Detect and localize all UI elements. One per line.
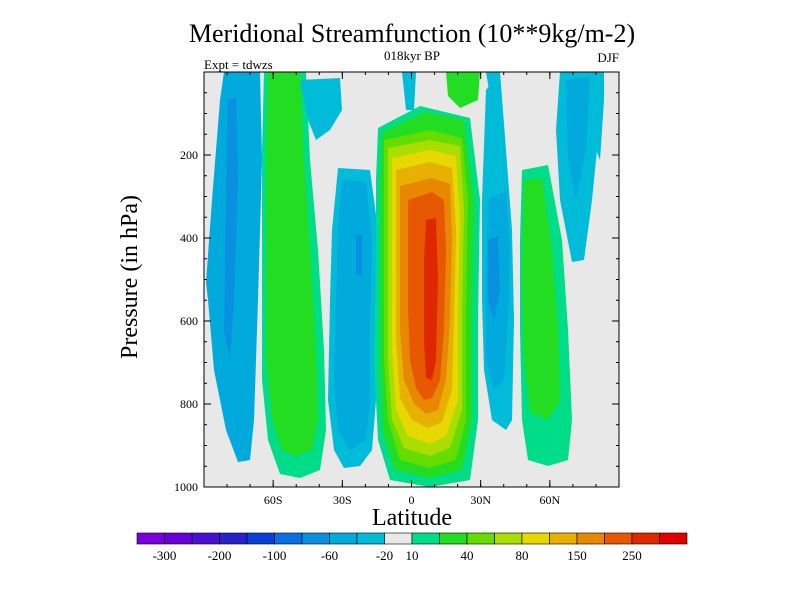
colorbar-box-14 [521,532,550,545]
chart-subtitle-center: 018kyr BP [384,48,440,63]
y-axis-title: Pressure (in hPa) [117,195,143,359]
colorbar-box-2 [191,532,220,545]
y-tick-label-4: 1000 [174,480,198,494]
x-axis: 60S 30S 0 30N 60N [264,72,560,507]
chart-subtitle-right: DJF [597,50,619,65]
colorbar-label-4: -20 [376,548,393,563]
colorbar-box-3 [219,532,248,545]
contour-n-polar-inner [566,76,590,200]
colorbar-label-3: -60 [321,548,338,563]
x-tick-label-1: 30S [333,493,352,507]
colorbar-box-13 [494,532,523,545]
minor-ticks [203,71,620,488]
colorbar: -300 -200 -100 -60 -20 10 40 80 150 250 [136,532,688,563]
colorbar-box-17 [604,532,633,545]
contour-s-subtrop-mid [334,180,372,450]
contour-top-sliver [402,72,416,110]
x-tick-label-2: 0 [409,493,415,507]
contour-n-mid-inner [488,236,500,320]
colorbar-box-0 [136,532,165,545]
colorbar-label-1: -200 [208,548,232,563]
colorbar-box-9 [384,532,413,545]
contour-s-ferrel-shoulder [300,78,342,140]
y-tick-label-0: 200 [180,148,198,162]
contour-top-sliver-green [446,72,480,108]
colorbar-box-7 [329,532,358,545]
chart-subtitle-left: Expt = tdwzs [204,57,273,72]
colorbar-box-19 [659,532,688,545]
colorbar-label-0: -300 [153,548,177,563]
colorbar-box-10 [411,532,440,545]
y-tick-label-3: 800 [180,397,198,411]
contour-n-subtrop-inner [522,178,560,420]
colorbar-label-6: 40 [461,548,474,563]
colorbar-box-6 [301,532,330,545]
contour-s-polar-inner [224,98,238,360]
colorbar-label-2: -100 [263,548,287,563]
colorbar-box-18 [631,532,660,545]
contour-n-top-outer [486,72,500,96]
colorbar-box-5 [274,532,303,545]
colorbar-box-11 [439,532,468,545]
colorbar-label-9: 250 [622,548,642,563]
x-tick-label-4: 60N [539,493,560,507]
contour-n-polar-east [594,72,604,160]
colorbar-box-4 [246,532,275,545]
contour-s-ferrel-inner [266,72,318,456]
colorbar-box-15 [549,532,578,545]
x-tick-label-3: 30N [470,493,491,507]
y-tick-label-1: 400 [180,231,198,245]
colorbar-label-7: 80 [516,548,529,563]
y-tick-label-2: 600 [180,314,198,328]
colorbar-box-8 [356,532,385,545]
x-axis-title: Latitude [372,505,452,531]
colorbar-label-8: 150 [567,548,587,563]
chart-title: Meridional Streamfunction (10**9kg/m-2) [189,19,635,48]
colorbar-label-5: 10 [406,548,419,563]
contour-hadley-max [424,218,438,380]
contour-fill-group [206,72,604,487]
x-tick-label-0: 60S [264,493,283,507]
colorbar-box-12 [466,532,495,545]
contour-s-subtrop-inner [356,235,362,275]
colorbar-box-1 [164,532,193,545]
colorbar-box-16 [576,532,605,545]
